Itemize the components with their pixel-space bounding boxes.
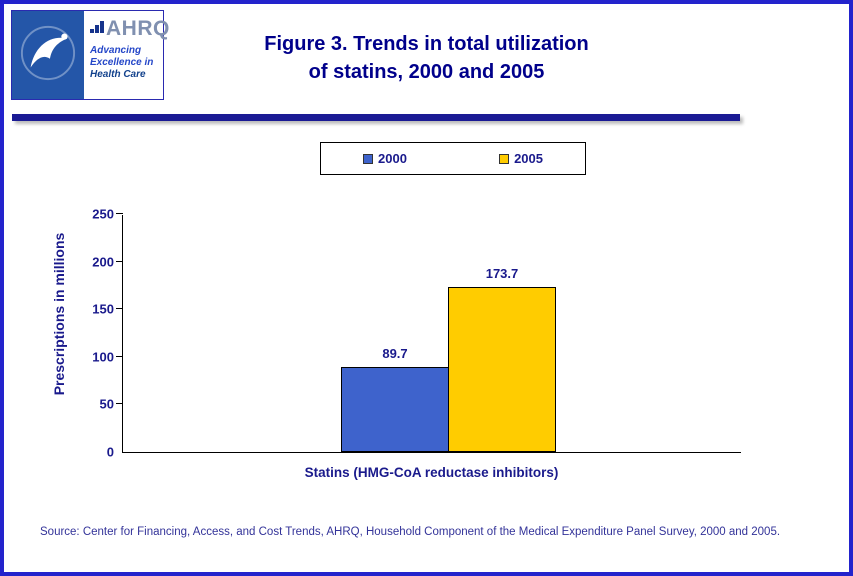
bar-column-2000: 89.7 xyxy=(341,346,449,452)
header-divider-rule xyxy=(12,114,740,121)
tagline-line3: Health Care xyxy=(90,69,146,80)
y-tick-label: 200 xyxy=(92,254,114,270)
bar-2000 xyxy=(341,366,449,452)
ahrq-logo-text: AHRQ Advancing Excellence in Health Care xyxy=(84,11,174,99)
ahrq-steps-icon xyxy=(90,20,104,38)
legend-swatch-2000 xyxy=(363,153,373,164)
plot-area: 0 50 100 150 200 250 89.7 173.7 xyxy=(92,207,741,460)
y-tick-label: 0 xyxy=(106,444,114,460)
y-tick-mark xyxy=(116,355,123,357)
legend-swatch-2005 xyxy=(499,153,510,164)
ahrq-acronym: AHRQ xyxy=(106,17,170,40)
bar-value-label-2000: 89.7 xyxy=(382,345,408,361)
y-tick-label: 100 xyxy=(92,349,114,365)
hhs-seal xyxy=(12,11,84,99)
y-tick-label: 250 xyxy=(92,206,114,222)
legend-item-2000: 2000 xyxy=(363,151,407,166)
ahrq-tagline: Advancing Excellence in Health Care xyxy=(90,45,170,81)
bar-2005 xyxy=(448,286,556,452)
ahrq-hhs-logo: AHRQ Advancing Excellence in Health Care xyxy=(11,10,169,100)
x-axis-category-label: Statins (HMG-CoA reductase inhibitors) xyxy=(304,465,559,480)
bar-column-2005: 173.7 xyxy=(448,266,556,452)
bar-value-label-2005: 173.7 xyxy=(485,265,519,281)
y-tick-mark xyxy=(116,403,123,405)
y-tick-mark xyxy=(116,308,123,310)
figure-title-line1: Figure 3. Trends in total utilization xyxy=(264,33,589,55)
figure-title-line2: of statins, 2000 and 2005 xyxy=(308,61,545,83)
source-note: Source: Center for Financing, Access, an… xyxy=(40,526,781,538)
y-tick-label: 50 xyxy=(99,396,114,412)
tagline-line2: Excellence in xyxy=(90,57,154,68)
hhs-eagle-icon xyxy=(19,17,77,94)
y-axis-title: Prescriptions in millions xyxy=(51,232,67,396)
legend-label-2005: 2005 xyxy=(514,151,543,166)
legend-item-2005: 2005 xyxy=(499,151,543,166)
figure-title: Figure 3. Trends in total utilization of… xyxy=(4,30,849,86)
y-tick-mark xyxy=(116,213,123,214)
y-tick-label: 150 xyxy=(92,301,114,317)
chart-legend: 2000 2005 xyxy=(320,142,586,175)
y-tick-mark xyxy=(116,260,123,262)
legend-label-2000: 2000 xyxy=(378,151,407,166)
bar-group: 89.7 173.7 xyxy=(341,266,556,452)
tagline-line1: Advancing xyxy=(90,45,142,56)
